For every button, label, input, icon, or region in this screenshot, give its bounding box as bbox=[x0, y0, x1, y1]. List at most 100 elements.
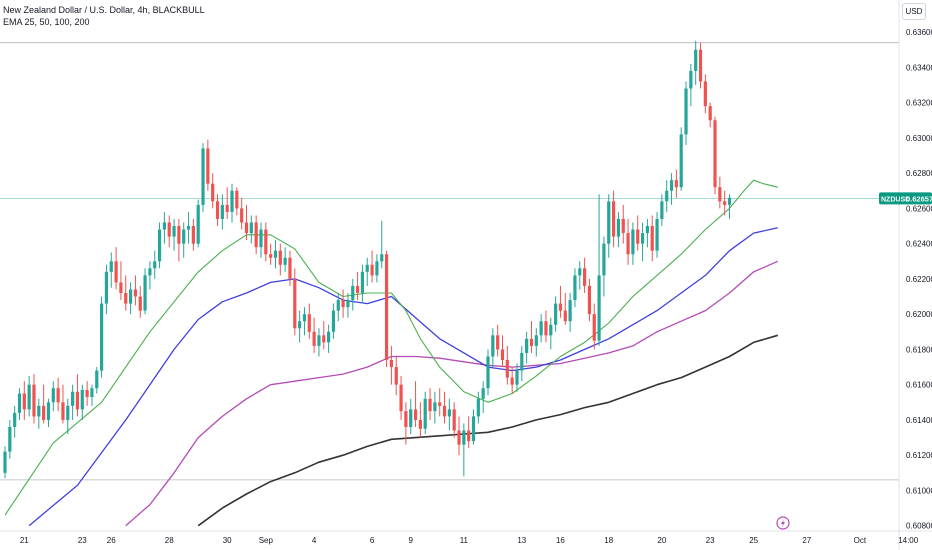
candle-body bbox=[264, 229, 268, 255]
candle bbox=[607, 194, 611, 258]
time-tick-label: 23 bbox=[706, 536, 715, 545]
candle bbox=[302, 307, 307, 336]
candle-body bbox=[727, 197, 732, 205]
candle bbox=[525, 331, 529, 364]
currency-button[interactable]: USD bbox=[902, 3, 926, 20]
candle bbox=[220, 194, 224, 230]
candle-body bbox=[346, 300, 350, 308]
candle bbox=[365, 257, 369, 286]
candle bbox=[563, 293, 567, 325]
time-axis[interactable]: 21 23 26 28 30 Sep 4 6 9 11 13 16 18 20 23 25 27 Oct 14:00 bbox=[20, 536, 919, 545]
candle-body bbox=[32, 384, 36, 417]
candle bbox=[100, 296, 104, 378]
time-tick-label: 9 bbox=[408, 536, 413, 545]
candle-body bbox=[611, 201, 616, 237]
candle-body bbox=[167, 222, 171, 237]
indicator-label[interactable]: EMA 25, 50, 100, 200 bbox=[3, 17, 90, 27]
candle bbox=[708, 102, 712, 128]
candle bbox=[529, 321, 534, 353]
candle bbox=[423, 391, 427, 435]
candle-body bbox=[27, 384, 31, 410]
candle-body bbox=[665, 190, 669, 202]
candle-body bbox=[66, 405, 70, 420]
candle-body bbox=[438, 402, 442, 406]
time-tick-label: 20 bbox=[657, 536, 666, 545]
candle bbox=[592, 303, 596, 350]
candle-body bbox=[500, 349, 505, 360]
candle bbox=[442, 391, 447, 424]
lightning-icon[interactable] bbox=[776, 516, 790, 530]
candle-body bbox=[708, 106, 712, 121]
candle-body bbox=[17, 393, 22, 413]
candle bbox=[723, 190, 727, 216]
candle-body bbox=[13, 412, 17, 427]
candle bbox=[645, 218, 649, 248]
candle-body bbox=[177, 226, 181, 244]
candle-body bbox=[42, 405, 46, 420]
candle bbox=[307, 303, 311, 339]
candle-body bbox=[694, 49, 698, 71]
candle-body bbox=[365, 264, 369, 272]
candle bbox=[375, 254, 379, 283]
candle bbox=[399, 375, 403, 420]
price-tick-label: 0.60800 bbox=[906, 522, 932, 531]
candle bbox=[587, 278, 592, 322]
symbol-title[interactable]: New Zealand Dollar / U.S. Dollar, 4h, BL… bbox=[3, 5, 205, 15]
candle bbox=[288, 250, 292, 286]
candle-body bbox=[298, 321, 302, 329]
candle-body bbox=[539, 321, 543, 336]
candle-body bbox=[655, 218, 659, 251]
candle bbox=[157, 222, 162, 269]
candle-body bbox=[433, 402, 437, 412]
candle-body bbox=[143, 275, 147, 311]
candle-body bbox=[428, 398, 432, 412]
time-tick-label: 11 bbox=[460, 536, 469, 545]
candle-body bbox=[85, 389, 89, 398]
candle-body bbox=[100, 303, 104, 371]
candle bbox=[177, 218, 181, 262]
candle-body bbox=[558, 303, 563, 311]
candle-body bbox=[148, 268, 152, 276]
candle bbox=[37, 398, 41, 429]
candle-body bbox=[90, 388, 94, 398]
candle-body bbox=[549, 324, 553, 336]
candle-body bbox=[380, 254, 384, 262]
candle-body bbox=[650, 226, 654, 251]
candle-body bbox=[698, 49, 703, 82]
candle bbox=[114, 247, 118, 290]
candle bbox=[404, 402, 408, 445]
candle bbox=[631, 222, 635, 265]
candle bbox=[370, 250, 374, 283]
candle-body bbox=[674, 180, 678, 188]
candle bbox=[597, 194, 601, 346]
ema50-line bbox=[28, 227, 778, 527]
candles[interactable] bbox=[3, 40, 732, 479]
candle-body bbox=[631, 229, 635, 255]
candle-body bbox=[201, 148, 205, 205]
candle bbox=[3, 446, 7, 479]
candle-body bbox=[573, 275, 577, 301]
candle bbox=[336, 293, 340, 322]
candle bbox=[278, 243, 282, 276]
candle bbox=[153, 250, 157, 279]
candle-body bbox=[413, 409, 418, 420]
candle-body bbox=[360, 271, 365, 294]
candle bbox=[298, 310, 302, 343]
candle bbox=[75, 374, 80, 417]
candle bbox=[438, 388, 442, 417]
candle bbox=[611, 190, 616, 248]
candle-body bbox=[636, 229, 640, 244]
candle bbox=[341, 289, 345, 318]
candle bbox=[433, 391, 437, 424]
candle-body bbox=[602, 243, 606, 276]
candle-body bbox=[616, 218, 621, 237]
candle-body bbox=[640, 233, 645, 244]
time-tick-label: 16 bbox=[556, 536, 565, 545]
candle-body bbox=[723, 201, 727, 205]
